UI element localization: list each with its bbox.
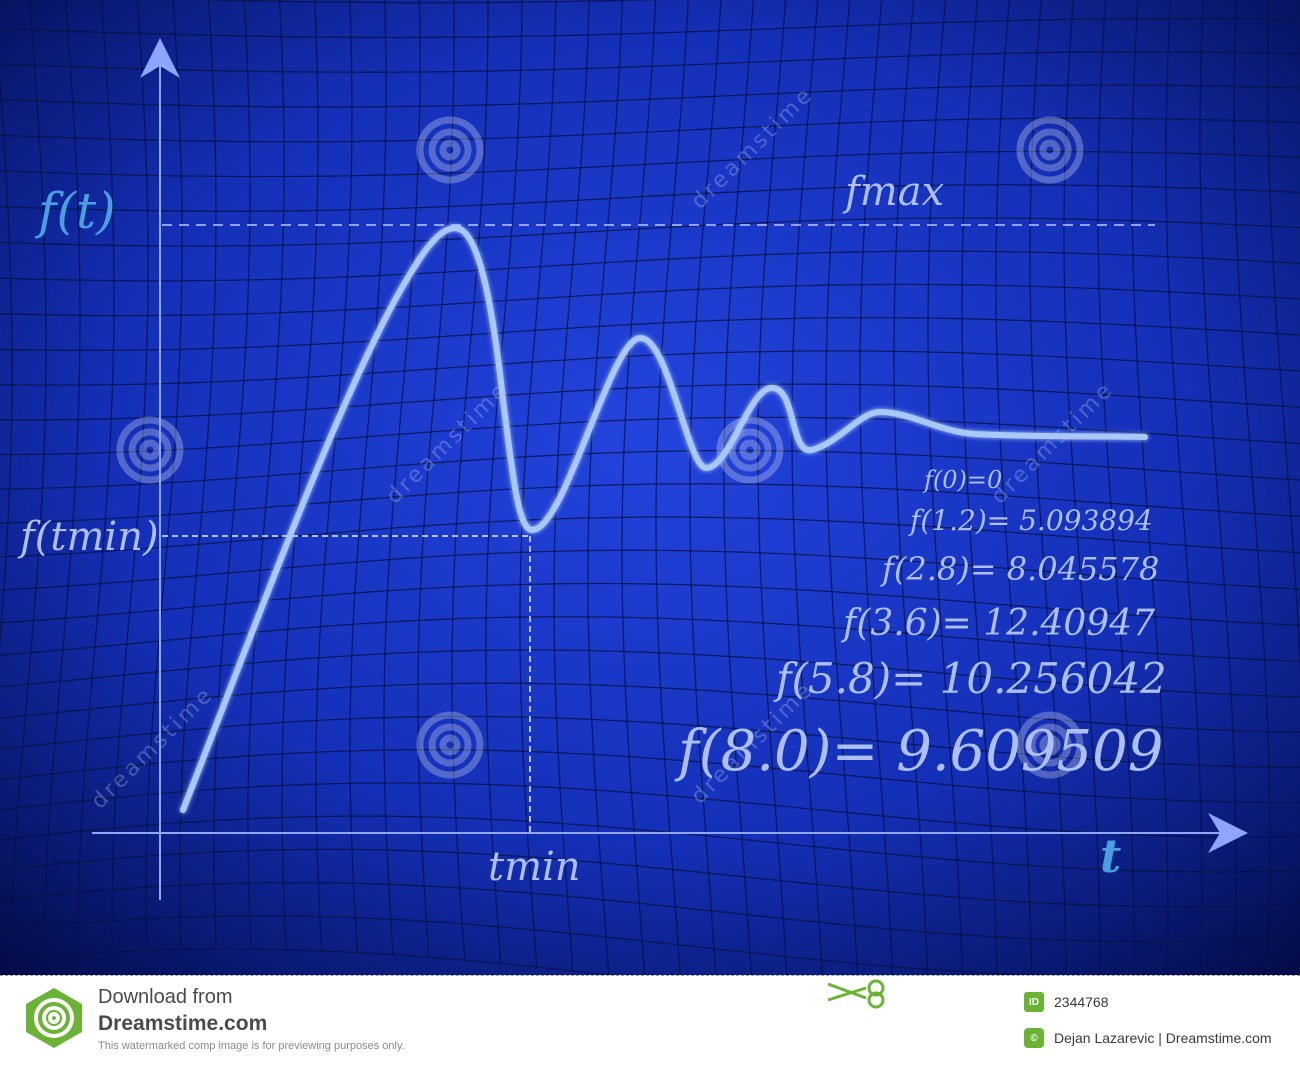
grid-line bbox=[111, 0, 149, 953]
watermark-swirl-icon bbox=[1016, 116, 1084, 184]
grid-line bbox=[0, 915, 1300, 975]
grid-line bbox=[213, 0, 251, 950]
grid-line bbox=[0, 317, 1300, 351]
watermark-swirl-icon bbox=[1016, 711, 1084, 779]
grid-line bbox=[0, 881, 1300, 943]
dreamstime-logo-icon bbox=[26, 988, 82, 1048]
x-axis-label: t bbox=[1100, 829, 1121, 883]
grid-line bbox=[0, 549, 1300, 591]
grid-line bbox=[0, 582, 1300, 626]
tmin-label: tmin bbox=[488, 844, 581, 890]
grid-line bbox=[0, 416, 1300, 456]
grid-line bbox=[9, 0, 47, 960]
grid-line bbox=[0, 117, 1300, 143]
grid-line bbox=[0, 17, 1300, 39]
image-id: 2344768 bbox=[1054, 994, 1109, 1010]
equation-item: f(0)=0 bbox=[922, 466, 1002, 494]
grid-line bbox=[927, 0, 964, 975]
watermark-swirl-icon bbox=[416, 711, 484, 779]
preview-note: This watermarked comp image is for previ… bbox=[98, 1040, 405, 1052]
grid-line bbox=[0, 848, 1300, 908]
grid-line bbox=[0, 73, 13, 650]
grid-line bbox=[485, 0, 523, 964]
grid-line bbox=[655, 0, 689, 975]
image-id-row: ID 2344768 bbox=[1024, 992, 1109, 1012]
diagram-svg: dreamstimedreamstimedreamstimedreamstime… bbox=[0, 0, 1300, 975]
credit-row: © Dejan Lazarevic | Dreamstime.com bbox=[1024, 1028, 1272, 1048]
grid-line bbox=[247, 0, 285, 950]
ftmin-label: f(tmin) bbox=[17, 514, 159, 560]
grid-line bbox=[1233, 0, 1271, 975]
grid-line bbox=[0, 184, 1300, 212]
download-footer: Download from Dreamstime.com This waterm… bbox=[0, 975, 1300, 1065]
watermark-swirl-icon bbox=[116, 416, 184, 484]
equation-item: f(3.6)= 12.40947 bbox=[840, 603, 1155, 644]
grid-line bbox=[383, 0, 421, 955]
equation-item: f(8.0)= 9.609509 bbox=[674, 719, 1163, 784]
grid-line bbox=[0, 815, 1300, 873]
grid-line bbox=[519, 0, 557, 968]
grid-line bbox=[315, 0, 353, 951]
grid-line bbox=[0, 948, 618, 975]
grid-line bbox=[1063, 0, 1101, 975]
background bbox=[0, 0, 1300, 975]
grid-line bbox=[0, 84, 1300, 108]
grid-line bbox=[791, 0, 823, 975]
id-badge: ID bbox=[1024, 992, 1044, 1012]
grid-line bbox=[1131, 0, 1169, 975]
response-curve bbox=[180, 225, 1148, 813]
grid-line bbox=[0, 715, 1300, 769]
y-axis-label: f(t) bbox=[34, 182, 116, 240]
grid-line bbox=[1267, 0, 1300, 975]
watermark-swirl-icon bbox=[416, 116, 484, 184]
grid-line bbox=[0, 449, 1300, 490]
grid-line bbox=[0, 250, 1300, 282]
grid-line bbox=[0, 150, 1300, 178]
grid-line bbox=[0, 616, 1300, 662]
grid-line bbox=[1165, 0, 1203, 975]
grid-line bbox=[417, 0, 455, 958]
download-from-text: Download from bbox=[98, 986, 233, 1008]
grid-line bbox=[349, 0, 387, 953]
grid-line bbox=[893, 0, 929, 975]
grid-line bbox=[825, 0, 859, 975]
grid-line bbox=[281, 0, 319, 950]
fmax-label: fmax bbox=[842, 169, 944, 215]
equation-list: f(0)=0 f(1.2)= 5.093894 f(2.8)= 8.045578… bbox=[674, 466, 1167, 784]
grid-line bbox=[77, 0, 115, 954]
grid-line bbox=[0, 649, 1300, 698]
grid-line bbox=[0, 682, 1300, 734]
grid-line bbox=[1029, 0, 1067, 975]
grid-line bbox=[1097, 0, 1135, 975]
grid-line bbox=[0, 749, 1300, 803]
grid-line bbox=[961, 0, 998, 975]
equation-item: f(5.8)= 10.256042 bbox=[773, 654, 1167, 703]
grid-line bbox=[145, 0, 183, 951]
grid-line bbox=[451, 0, 489, 961]
grid-line bbox=[0, 350, 1300, 386]
copyright-icon: © bbox=[1024, 1028, 1044, 1048]
warped-grid bbox=[0, 0, 1300, 975]
grid-line bbox=[723, 0, 754, 975]
equation-item: f(1.2)= 5.093894 bbox=[908, 504, 1153, 537]
grid-line bbox=[757, 0, 788, 975]
grid-line bbox=[553, 0, 590, 971]
credit-text: Dejan Lazarevic | Dreamstime.com bbox=[1054, 1030, 1272, 1046]
site-name[interactable]: Dreamstime.com bbox=[98, 1012, 268, 1035]
grid-line bbox=[0, 383, 1300, 421]
grid-line bbox=[621, 0, 657, 975]
grid-line bbox=[0, 217, 1300, 247]
grid-line bbox=[689, 0, 722, 975]
grid-line bbox=[0, 483, 1300, 524]
grid-line bbox=[43, 0, 81, 957]
scissors-icon bbox=[827, 979, 885, 1009]
grid-line bbox=[0, 51, 1300, 73]
grid-line bbox=[0, 283, 1300, 317]
grid-line bbox=[587, 0, 624, 975]
grid-line bbox=[0, 516, 1300, 558]
grid-line bbox=[859, 0, 894, 975]
grid-line bbox=[179, 0, 217, 950]
equation-item: f(2.8)= 8.045578 bbox=[880, 550, 1159, 588]
diagram-canvas: dreamstime dreamstime dreamstime dreamstime… bbox=[0, 0, 1300, 975]
